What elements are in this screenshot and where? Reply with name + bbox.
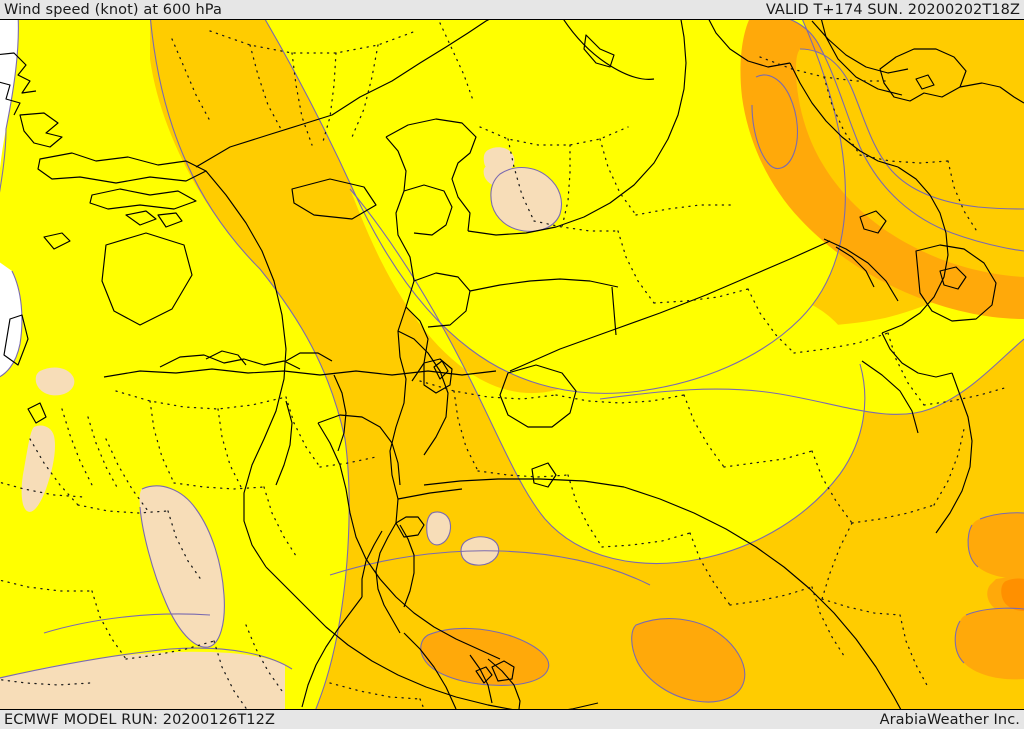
footer-bar: ECMWF MODEL RUN: 20200126T12Z ArabiaWeat… [0, 710, 1024, 729]
map-canvas[interactable] [0, 19, 1024, 710]
band-amber-group [420, 19, 1024, 703]
valid-time-label: VALID T+174 SUN. 20200202T18Z [765, 1, 1020, 18]
map-frame-top [0, 19, 1024, 20]
band-orange-group [1001, 578, 1024, 611]
map-frame-bottom [0, 709, 1024, 710]
contour-lines [0, 19, 1024, 710]
model-run-label: ECMWF MODEL RUN: 20200126T12Z [4, 711, 275, 728]
band-white-nw [0, 19, 19, 169]
internal-admin-boundaries-dotted [0, 22, 1009, 710]
provider-label: ArabiaWeather Inc. [879, 711, 1020, 728]
header-bar: Wind speed (knot) at 600 hPa VALID T+174… [0, 0, 1024, 19]
page-title: Wind speed (knot) at 600 hPa [4, 1, 222, 18]
wind-speed-contour-map[interactable] [0, 19, 1024, 710]
coastlines-and-borders [0, 19, 1024, 710]
